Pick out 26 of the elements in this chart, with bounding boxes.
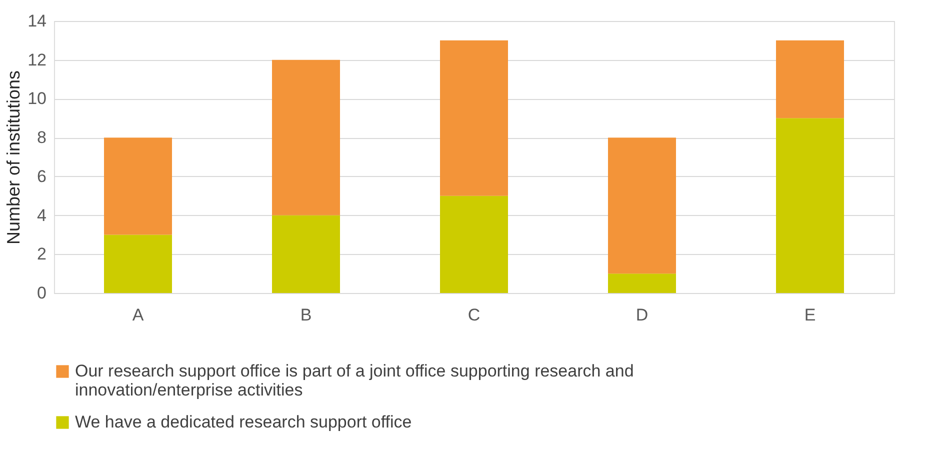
bar	[608, 274, 676, 293]
y-tick-label: 4	[37, 206, 46, 225]
x-tick-label: D	[636, 306, 648, 324]
legend-label: We have a dedicated research support office	[75, 412, 412, 432]
bar	[104, 138, 172, 235]
y-tick-label: 0	[37, 284, 46, 302]
bar	[440, 196, 508, 293]
x-tick-label: E	[804, 306, 816, 324]
y-tick-label: 14	[28, 12, 46, 30]
bar	[272, 215, 340, 293]
y-tick-label: 10	[28, 89, 46, 108]
y-axis-title: Number of institutions	[4, 70, 24, 245]
x-tick-label: A	[132, 306, 144, 324]
bar	[104, 234, 172, 293]
legend-label: Our research support office is part of a joint office supporting research and innovation/enterprise activities	[75, 362, 634, 400]
bar	[608, 138, 676, 274]
y-tick-label: 8	[37, 128, 46, 148]
x-tick-label: C	[468, 306, 480, 324]
y-tick-label: 6	[37, 166, 46, 186]
y-tick-label: 2	[37, 244, 46, 264]
bar	[272, 60, 340, 216]
y-tick-label: 12	[28, 50, 46, 70]
bar	[440, 40, 508, 196]
bar	[776, 40, 844, 118]
x-tick-label: B	[300, 306, 312, 324]
bar	[776, 118, 844, 293]
